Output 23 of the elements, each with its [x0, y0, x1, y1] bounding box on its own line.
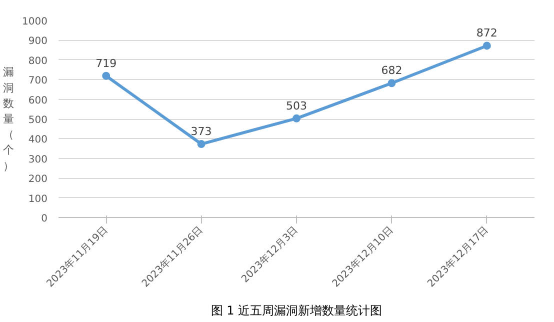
point: [482, 42, 491, 50]
point: [197, 140, 206, 148]
data-label: 373: [190, 125, 212, 138]
y-tick-label: 900: [28, 36, 48, 48]
data-label: 503: [286, 99, 307, 112]
y-tick-label: 100: [28, 194, 48, 205]
y-tick-label: 700: [28, 76, 48, 87]
y-tick-label: 0: [41, 214, 48, 224]
y-tick-label: 1000: [22, 16, 48, 28]
data-label: 682: [381, 64, 402, 78]
y-tick-label: 800: [28, 56, 48, 67]
point: [388, 79, 396, 88]
y-tick-label: 400: [28, 134, 48, 146]
y-tick-label: 200: [28, 174, 48, 186]
data-label: 719: [96, 56, 117, 70]
y-tick-label: 600: [28, 95, 48, 106]
y-axis-title: 漏洞数量（个）: [3, 66, 14, 172]
point: [292, 114, 300, 122]
y-tick-label: 500: [28, 115, 48, 126]
point: [102, 72, 110, 80]
y-tick-label: 300: [28, 154, 48, 166]
data-label: 872: [476, 26, 498, 40]
text: 图 1 近五周漏洞新增数量统计图: [210, 304, 382, 318]
